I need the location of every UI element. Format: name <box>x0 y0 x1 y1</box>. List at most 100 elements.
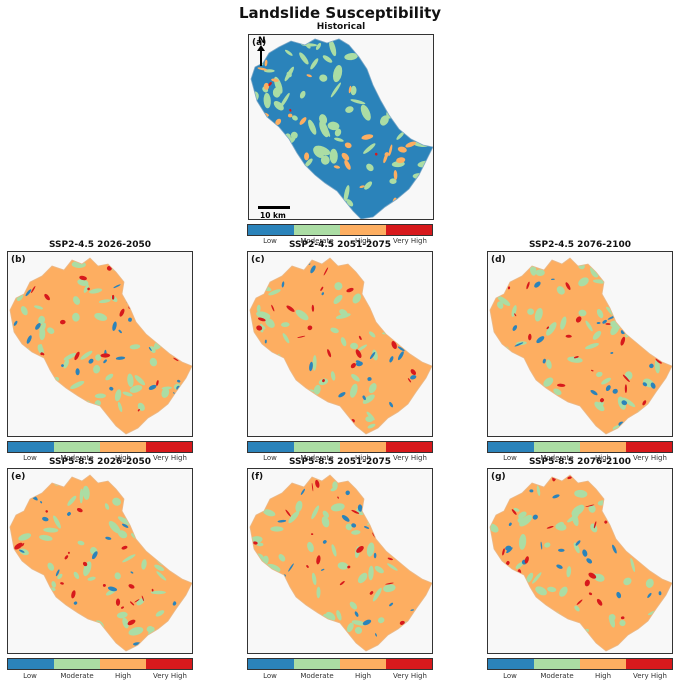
susceptibility-patch <box>26 355 33 371</box>
susceptibility-patch <box>333 294 343 304</box>
susceptibility-patch <box>94 393 106 399</box>
susceptibility-patch <box>649 363 654 369</box>
susceptibility-patch <box>501 604 504 611</box>
susceptibility-patch <box>173 616 180 620</box>
susceptibility-patch <box>257 67 268 71</box>
susceptibility-patch <box>349 601 358 610</box>
susceptibility-patch <box>79 275 87 281</box>
susceptibility-patch <box>386 638 399 645</box>
susceptibility-patch <box>319 120 329 138</box>
susceptibility-patch <box>255 191 264 201</box>
susceptibility-patch <box>39 322 46 333</box>
legend-g-low: Low <box>503 672 517 680</box>
susceptibility-patch <box>389 356 394 363</box>
susceptibility-patch <box>647 592 652 598</box>
legend-veryhigh-swatch <box>386 442 432 452</box>
susceptibility-patch <box>332 481 338 490</box>
susceptibility-patch <box>334 282 343 291</box>
susceptibility-patch <box>499 613 506 624</box>
susceptibility-patch <box>260 187 273 195</box>
panel-g-label: (g) <box>491 472 506 482</box>
susceptibility-patch <box>571 512 579 527</box>
susceptibility-patch <box>322 379 325 383</box>
susceptibility-patch <box>377 617 385 624</box>
susceptibility-patch <box>312 617 319 624</box>
susceptibility-patch <box>337 496 339 499</box>
susceptibility-patch <box>338 392 346 398</box>
susceptibility-patch <box>311 482 314 492</box>
susceptibility-patch <box>378 312 382 318</box>
susceptibility-map-f <box>249 474 432 652</box>
susceptibility-patch <box>263 82 270 90</box>
susceptibility-patch <box>331 544 337 557</box>
susceptibility-patch <box>657 512 668 521</box>
susceptibility-patch <box>536 485 541 496</box>
susceptibility-patch <box>344 53 358 61</box>
susceptibility-patch <box>315 42 322 50</box>
map-raster <box>250 475 432 651</box>
susceptibility-patch <box>263 509 276 517</box>
susceptibility-patch <box>288 511 300 524</box>
susceptibility-patch <box>295 500 303 513</box>
susceptibility-patch <box>532 572 542 584</box>
susceptibility-patch <box>178 491 183 493</box>
legend-d-high: High <box>594 454 612 462</box>
legend-moderate-swatch <box>534 442 580 452</box>
susceptibility-patch <box>270 382 277 390</box>
catchment-boundary <box>489 257 672 435</box>
susceptibility-patch <box>299 412 315 419</box>
susceptibility-patch <box>389 602 394 607</box>
legend-c-veryhigh: Very High <box>393 454 427 462</box>
susceptibility-patch <box>281 322 290 328</box>
susceptibility-patch <box>97 432 103 434</box>
susceptibility-patch <box>103 359 107 364</box>
susceptibility-patch <box>358 335 362 340</box>
susceptibility-patch <box>284 643 290 651</box>
susceptibility-patch <box>576 411 584 418</box>
susceptibility-patch <box>588 592 593 596</box>
susceptibility-patch <box>556 624 564 632</box>
map-raster <box>10 475 192 651</box>
susceptibility-patch <box>406 409 414 419</box>
susceptibility-patch <box>288 563 294 572</box>
panel-d-map: (d) <box>487 251 673 437</box>
susceptibility-patch <box>284 66 294 82</box>
susceptibility-patch <box>412 398 422 409</box>
susceptibility-patch <box>573 356 579 359</box>
susceptibility-patch <box>257 176 262 180</box>
susceptibility-patch <box>67 495 77 506</box>
susceptibility-patch <box>166 293 173 300</box>
susceptibility-patch <box>425 493 432 499</box>
susceptibility-patch <box>347 565 351 569</box>
legend-high-swatch <box>100 442 146 452</box>
susceptibility-patch <box>379 115 389 126</box>
susceptibility-patch <box>25 643 36 651</box>
susceptibility-patch <box>497 429 504 434</box>
susceptibility-patch <box>300 488 305 495</box>
susceptibility-patch <box>350 85 357 96</box>
susceptibility-patch <box>333 409 337 415</box>
susceptibility-patch <box>176 352 186 355</box>
susceptibility-patch <box>619 288 635 297</box>
susceptibility-patch <box>420 340 432 346</box>
susceptibility-patch <box>623 478 631 483</box>
legend-veryhigh-swatch <box>146 659 192 669</box>
susceptibility-patch <box>565 282 571 290</box>
susceptibility-patch <box>527 613 536 627</box>
susceptibility-patch <box>588 572 597 579</box>
susceptibility-patch <box>507 286 511 290</box>
panel-a-map: (a) N 10 km <box>248 34 434 220</box>
susceptibility-patch <box>497 301 504 309</box>
susceptibility-patch <box>528 333 532 341</box>
susceptibility-patch <box>301 182 310 187</box>
susceptibility-patch <box>112 321 117 331</box>
susceptibility-patch <box>571 504 585 517</box>
susceptibility-patch <box>322 540 327 544</box>
susceptibility-patch <box>78 624 91 635</box>
susceptibility-patch <box>516 607 525 617</box>
susceptibility-patch <box>72 398 79 406</box>
susceptibility-patch <box>383 584 396 593</box>
susceptibility-patch <box>306 565 309 568</box>
susceptibility-map-a <box>250 38 433 219</box>
susceptibility-patch <box>553 388 562 396</box>
